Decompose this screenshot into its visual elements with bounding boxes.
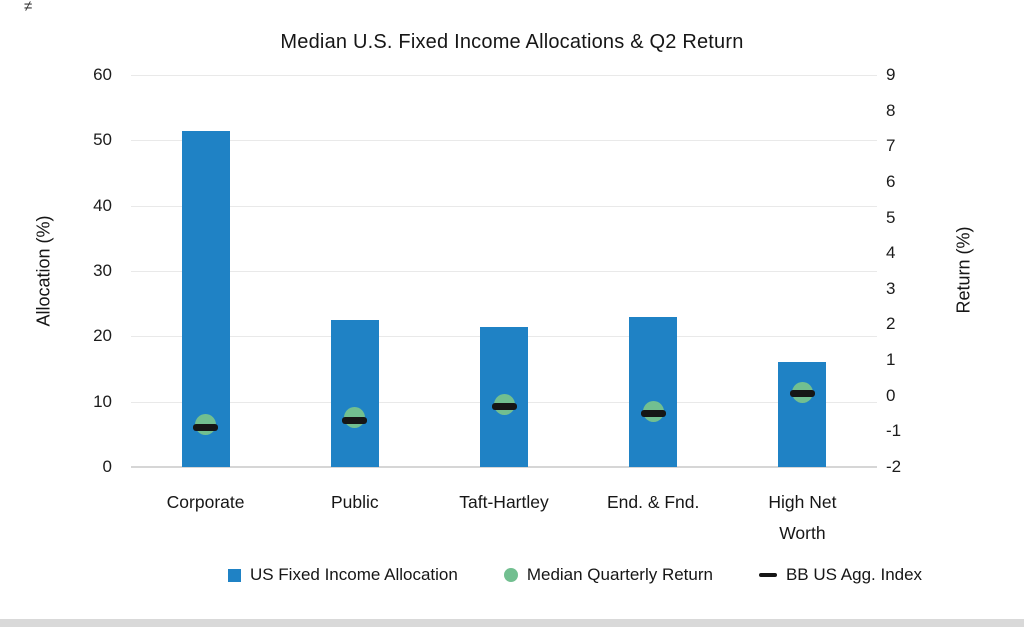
left-tick-label: 40 (93, 195, 112, 215)
legend-dash-swatch-icon (758, 573, 777, 577)
index-marker (640, 410, 666, 418)
index-marker (789, 390, 815, 398)
legend-circle-swatch-icon (503, 568, 518, 582)
category-label: High Net Worth (768, 492, 837, 543)
right-tick-label: -2 (886, 457, 902, 476)
right-tick-label: 4 (886, 243, 896, 263)
right-tick-label: 7 (886, 136, 896, 156)
legend-label: BB US Agg. Index (785, 565, 923, 584)
left-tick-label: 0 (102, 457, 112, 476)
index-marker (491, 402, 517, 410)
chart-title: Median U.S. Fixed Income Allocations & Q… (280, 31, 744, 53)
right-tick-label: 1 (886, 350, 896, 370)
left-tick-label: 10 (93, 391, 112, 411)
category-label: Public (330, 492, 379, 512)
right-tick-label: 8 (886, 100, 896, 120)
bar-corporate (181, 130, 230, 467)
right-tick-label: 2 (886, 314, 896, 334)
left-axis-title: Allocation (%) (33, 215, 54, 327)
right-axis-title: Return (%) (953, 226, 974, 314)
category-label: Taft-Hartley (459, 492, 549, 512)
footer-strip (0, 619, 1024, 627)
legend-item: BB US Agg. Index (758, 565, 923, 585)
gridline (131, 205, 877, 207)
right-tick-label: 3 (886, 278, 896, 298)
x-axis-line (131, 466, 877, 468)
category-label: End. & Fnd. (606, 492, 700, 512)
gridline (131, 140, 877, 142)
left-tick-label: 60 (93, 65, 112, 84)
gridline (131, 271, 877, 272)
legend-item: US Fixed Income Allocation (227, 565, 458, 585)
stray-mark: ≠ (24, 0, 33, 15)
index-marker (193, 424, 219, 432)
right-tick-label: 6 (886, 171, 896, 191)
legend-label: Median Quarterly Return (526, 565, 713, 584)
legend-item: Median Quarterly Return (503, 565, 713, 585)
right-tick-label: -1 (886, 421, 902, 441)
bar-end-fnd- (629, 316, 678, 467)
bar-high-net-worth (778, 362, 827, 467)
left-tick-label: 30 (93, 261, 112, 280)
legend-bar-swatch-icon (227, 568, 241, 582)
index-marker (342, 417, 368, 425)
right-tick-label: 0 (886, 385, 896, 405)
left-tick-label: 50 (93, 130, 112, 150)
right-tick-label: 5 (886, 207, 896, 227)
category-label: Corporate (166, 492, 245, 512)
right-tick-label: 9 (886, 65, 896, 84)
legend: US Fixed Income Allocation Median Quarter… (140, 565, 1010, 585)
legend-label: US Fixed Income Allocation (249, 565, 458, 584)
left-tick-label: 20 (93, 326, 112, 346)
gridline (131, 75, 877, 76)
bar-public (330, 320, 379, 467)
